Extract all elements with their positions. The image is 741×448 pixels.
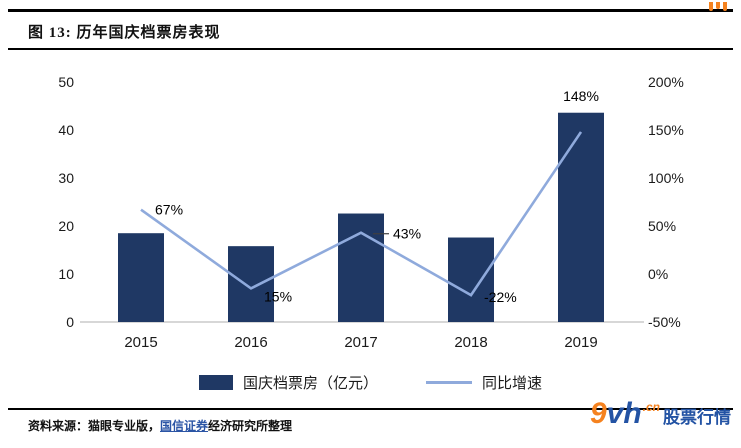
bar-legend-swatch — [198, 375, 233, 390]
combo-chart: 0 10 20 30 40 50 -50% 0% 50% 100% 150% 200% 2015 2016… — [58, 74, 684, 351]
growth-line — [140, 131, 583, 297]
line-legend-label: 同比增速 — [482, 375, 543, 392]
right-axis-tick: -50% — [648, 314, 681, 330]
left-axis-tick: 0 — [66, 314, 74, 330]
left-axis-tick: 20 — [58, 218, 74, 234]
bar-2015 — [118, 233, 164, 322]
title-rule — [8, 48, 733, 50]
left-axis-tick: 50 — [58, 74, 74, 90]
bar-2018 — [448, 237, 494, 322]
left-axis-tick: 30 — [58, 170, 74, 186]
left-axis-tick: 40 — [58, 122, 74, 138]
source-note: 资料来源：猫眼专业版，国信证券经济研究所整理 — [28, 417, 292, 434]
data-label-2015: 67% — [155, 202, 183, 218]
bar-2019 — [558, 112, 604, 322]
figure-title: 图 13: 历年国庆档票房表现 — [28, 25, 221, 41]
right-axis-tick: 150% — [648, 122, 684, 138]
line-legend-swatch — [426, 381, 472, 384]
legend: 国庆档票房（亿元） 同比增速 — [0, 372, 741, 393]
right-axis-tick: 200% — [648, 74, 684, 90]
corner-watermark-fragment — [709, 2, 733, 12]
source-suffix: 经济研究所整理 — [208, 419, 293, 433]
left-axis-tick: 10 — [58, 266, 74, 282]
bar-2017 — [338, 213, 384, 322]
watermark-vh: vh — [606, 397, 642, 430]
data-label-2017: 43% — [393, 226, 421, 242]
data-label-2018: -22% — [484, 289, 517, 305]
x-axis-label: 2017 — [344, 334, 377, 351]
watermark-cn: .cn — [642, 400, 660, 414]
top-rule — [8, 9, 733, 12]
x-axis-label: 2018 — [454, 334, 487, 351]
x-axis-label: 2016 — [234, 334, 267, 351]
data-label-2019: 148% — [563, 88, 599, 104]
site-watermark: 9 vh .cn 股票行情 — [590, 399, 731, 429]
bar-legend-label: 国庆档票房（亿元） — [242, 375, 378, 392]
chart-area: 0 10 20 30 40 50 -50% 0% 50% 100% 150% 200% 2015 2016… — [22, 58, 716, 360]
bar-2016 — [228, 246, 274, 322]
right-axis-tick: 100% — [648, 170, 684, 186]
source-link[interactable]: 国信证券 — [160, 419, 209, 433]
data-label-2016: 15% — [264, 288, 292, 304]
x-axis-label: 2019 — [564, 334, 597, 351]
footer-rule — [8, 408, 733, 410]
right-axis-tick: 0% — [648, 266, 668, 282]
source-prefix: 资料来源：猫眼专业版， — [28, 419, 161, 433]
right-axis-tick: 50% — [648, 218, 676, 234]
watermark-9: 9 — [589, 397, 607, 430]
watermark-site-name: 股票行情 — [663, 408, 731, 427]
x-axis-label: 2015 — [124, 334, 157, 351]
